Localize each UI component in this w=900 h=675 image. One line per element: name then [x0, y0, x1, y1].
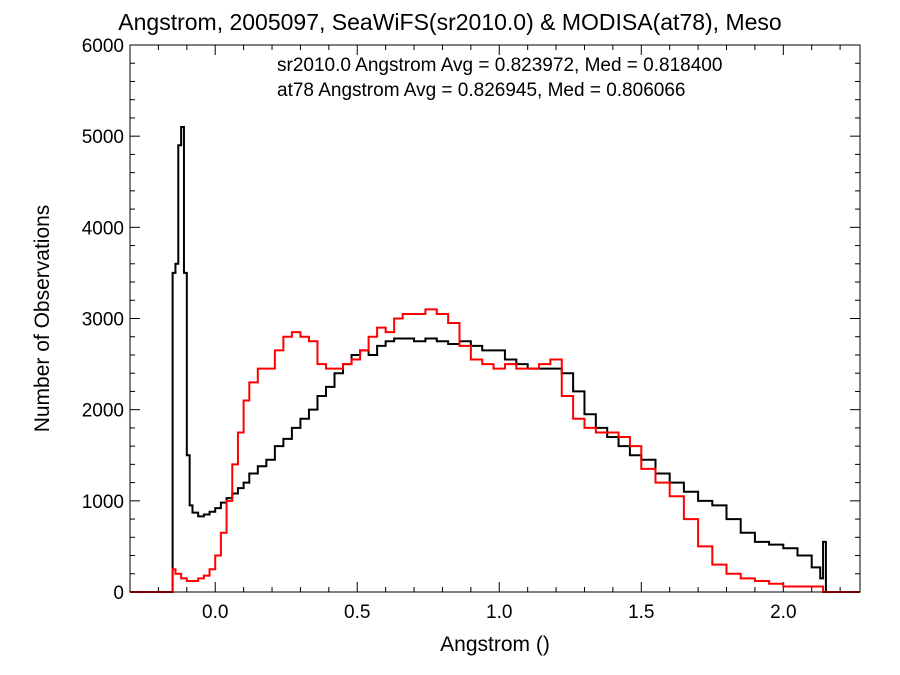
x-tick-label: 0.5: [344, 602, 370, 623]
plot-frame: [129, 44, 861, 593]
y-tick-label: 3000: [82, 310, 124, 331]
axis-ticks: [130, 44, 860, 593]
y-tick-label: 0: [113, 583, 124, 604]
y-tick-label: 4000: [82, 218, 124, 239]
x-tick-label: 0.0: [202, 602, 228, 623]
series-line-1: [130, 308, 860, 593]
x-tick-label: 2.0: [770, 602, 796, 623]
y-tick-label: 5000: [82, 127, 124, 148]
x-tick-label: 1.5: [628, 602, 654, 623]
tick-labels: 0.0 0.5 1.0 1.5 2.0 0 1000 2000 3000 4000 5000 6000: [82, 36, 797, 623]
series-line-0: [130, 126, 860, 593]
x-tick-label: 1.0: [486, 602, 512, 623]
chart-title: Angstrom, 2005097, SeaWiFS(sr2010.0) & M…: [118, 9, 781, 35]
annotation-at78: at78 Angstrom Avg = 0.826945, Med = 0.80…: [277, 80, 685, 101]
series-group: [130, 126, 860, 593]
y-tick-label: 1000: [82, 492, 124, 513]
annotation-sr2010: sr2010.0 Angstrom Avg = 0.823972, Med = …: [277, 55, 722, 76]
y-axis-label: Number of Observations: [31, 205, 54, 433]
x-axis-label: Angstrom (): [440, 633, 550, 656]
y-tick-label: 2000: [82, 401, 124, 422]
y-tick-label: 6000: [82, 36, 124, 57]
